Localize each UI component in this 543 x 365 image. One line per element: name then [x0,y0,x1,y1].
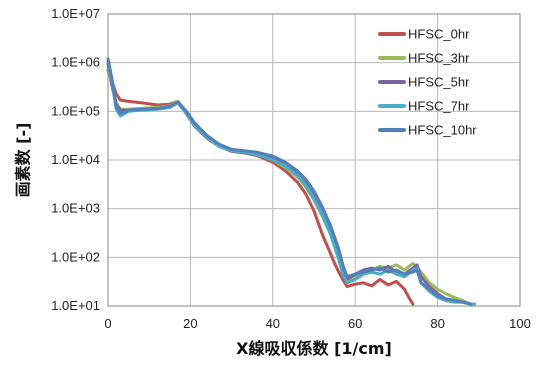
plot-frame [107,13,521,307]
y-tick-label: 1.0E+05 [51,103,100,118]
x-tick-label: 0 [104,316,111,331]
y-axis-ticks: 1.0E+01 1.0E+02 1.0E+03 1.0E+04 1.0E+05 1.0E+… [51,6,100,313]
series-line-hfsc-0hr [106,68,415,306]
x-tick-label: 80 [430,316,444,331]
series-line-hfsc-10hr [106,57,473,306]
x-axis-title: X線吸収係数 [1/cm] [236,339,392,358]
legend-label: HFSC_5hr [408,75,470,90]
legend-label: HFSC_10hr [408,123,477,138]
y-axis-title: 画素数 [-] [14,123,33,198]
y-tick-label: 1.0E+07 [51,6,100,21]
y-tick-label: 1.0E+06 [51,55,100,70]
legend: HFSC_0hr HFSC_3hr HFSC_5hr HFSC_7hr HFSC_10h… [378,27,477,138]
series-line-hfsc-7hr [106,59,477,306]
x-axis-ticks: 0 20 40 60 80 100 [104,316,530,331]
x-tick-label: 100 [509,316,531,331]
y-tick-label: 1.0E+01 [51,298,100,313]
legend-label: HFSC_7hr [408,99,470,114]
y-tick-label: 1.0E+04 [51,152,100,167]
legend-label: HFSC_3hr [408,51,470,66]
series-layer [106,57,477,306]
y-tick-label: 1.0E+03 [51,201,100,216]
x-tick-label: 20 [183,316,197,331]
y-tick-label: 1.0E+02 [51,249,100,264]
x-tick-label: 60 [348,316,362,331]
x-tick-label: 40 [266,316,280,331]
legend-label: HFSC_0hr [408,27,470,42]
